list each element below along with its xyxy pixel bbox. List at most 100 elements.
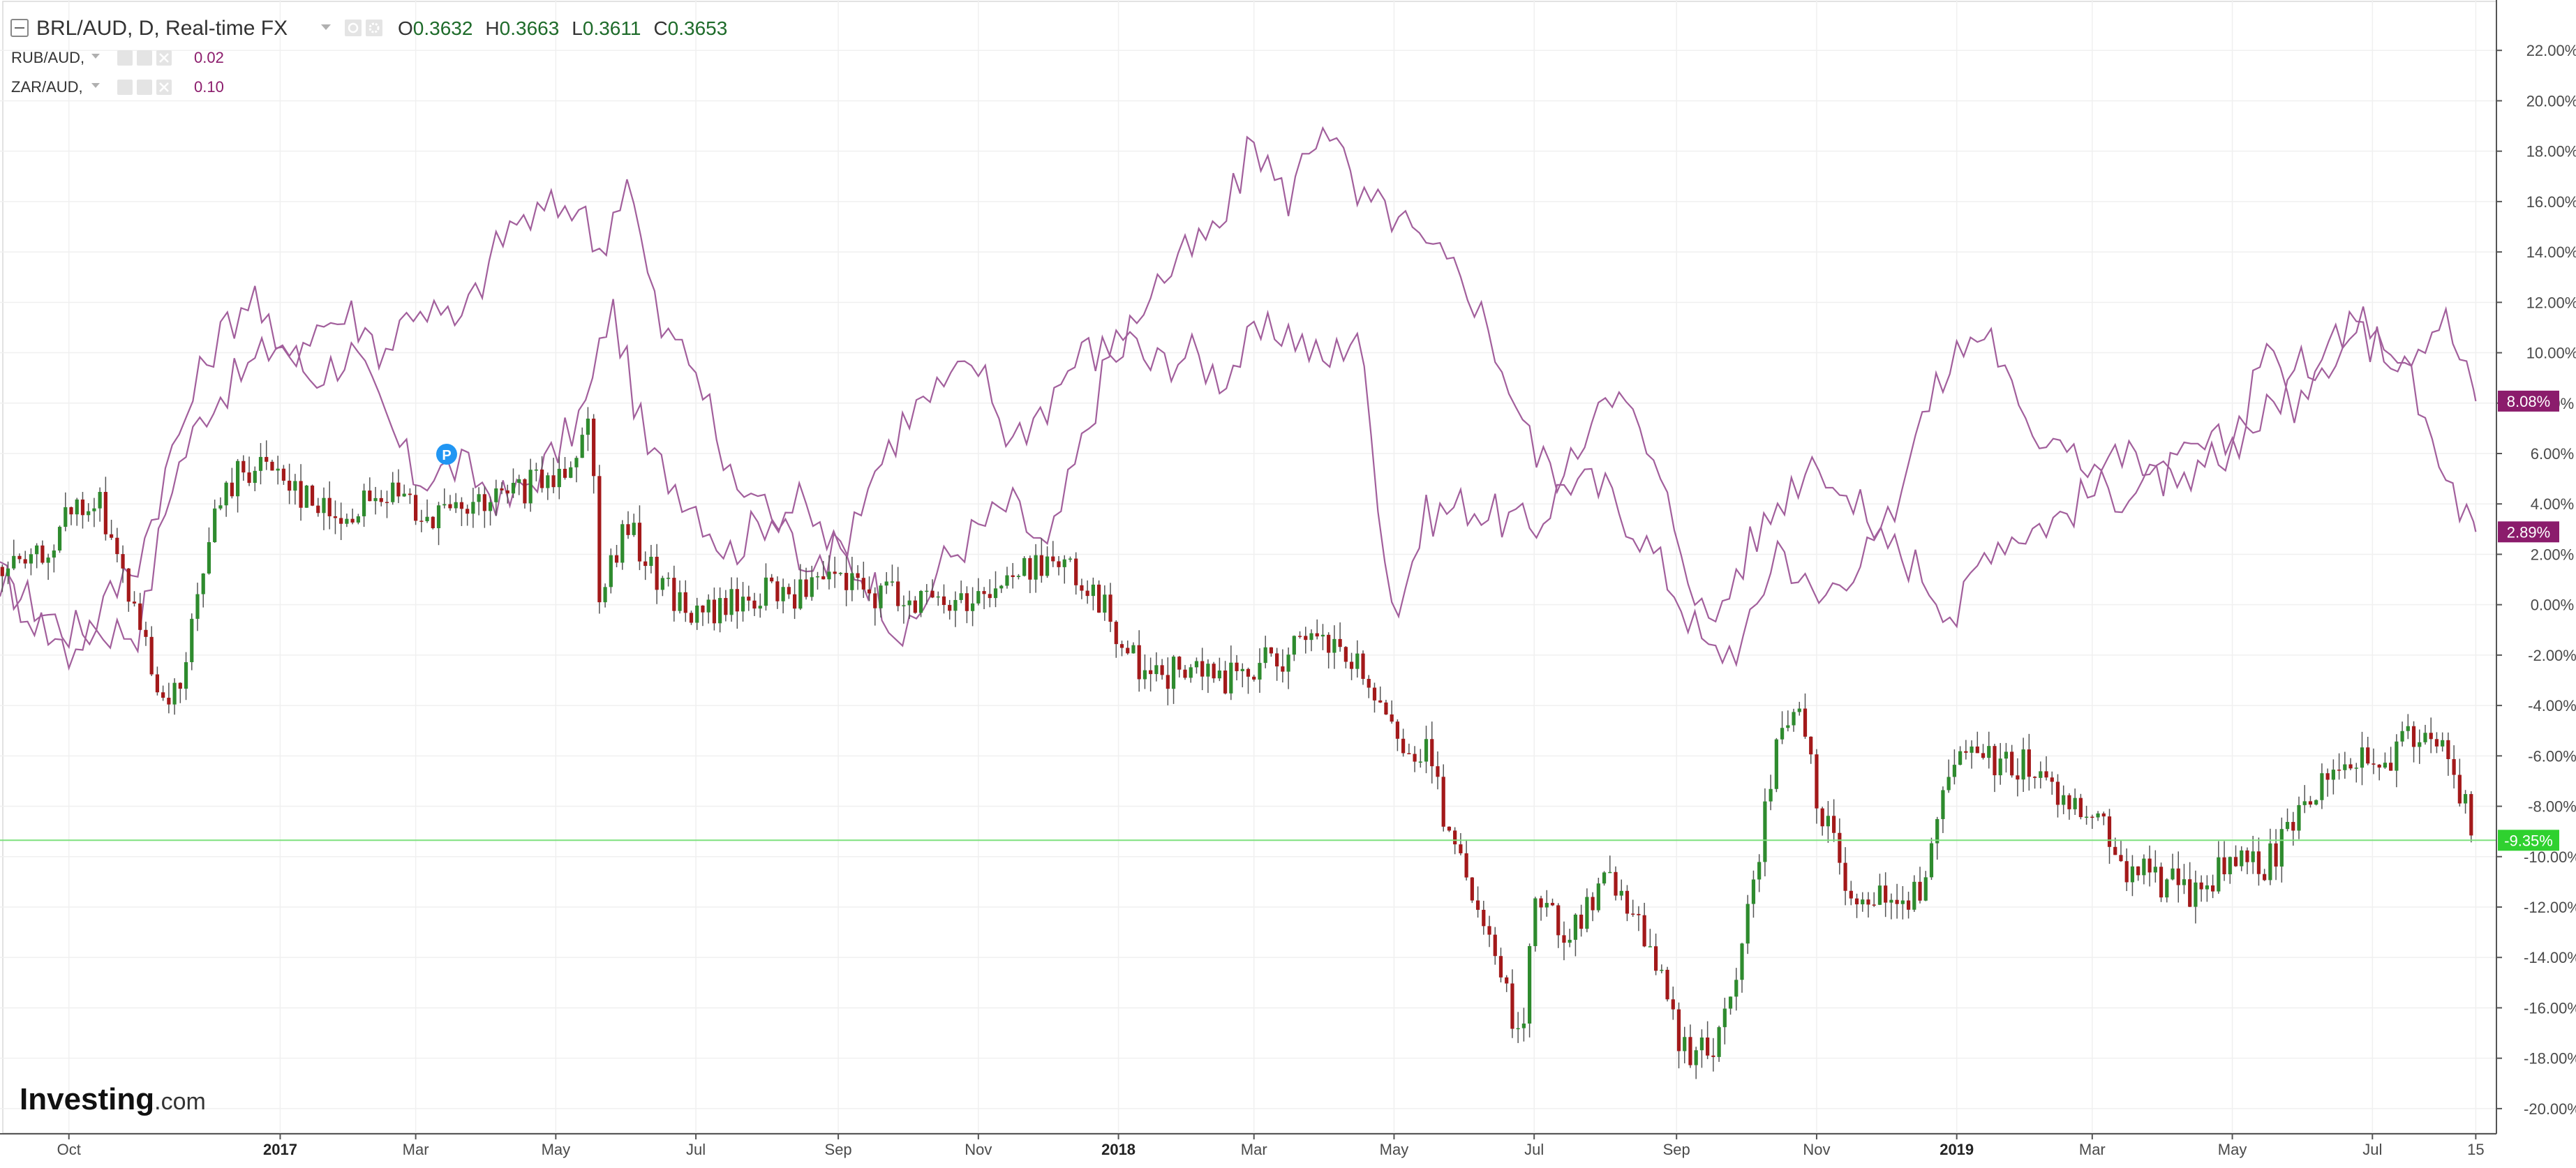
candle [867,576,872,601]
candle-body [1016,576,1021,577]
candle [500,482,504,495]
candle-body [2343,764,2347,770]
candle-body [2021,749,2025,780]
candle [494,479,498,516]
candle-body [632,523,636,535]
candle-body [2016,775,2020,780]
legend-main-row[interactable]: BRL/AUD, D, Real-time FX O0.3632 H0.3663 L… [10,17,727,40]
y-tick-label: 16.00% [2526,193,2576,211]
visibility-icon[interactable] [117,50,133,66]
candle-body [2360,747,2365,768]
candle-body [609,555,613,587]
settings-icon[interactable] [137,50,152,66]
candle [75,497,79,526]
candle-body [1131,645,1136,654]
candle [2199,875,2203,902]
candle-body [29,554,33,564]
candle [1843,847,1847,906]
candle [534,463,538,481]
zar-aud-last-tag [2498,521,2559,543]
legend-zar-symbol[interactable]: ZAR/AUD, [11,78,83,96]
candle [2279,817,2284,883]
candle [2240,846,2244,871]
candle [890,564,895,587]
candle-body [586,418,590,435]
candle [884,571,888,594]
candle [2320,763,2324,809]
candle [1688,1024,1692,1068]
candle-body [781,587,785,601]
legend-compare-row-zar[interactable]: ZAR/AUD, 0.10 [11,78,224,96]
dropdown-caret-icon[interactable] [321,24,331,30]
candle-body [2457,774,2462,804]
event-marker-circle[interactable] [436,444,457,465]
legend-compare-row-rub[interactable]: RUB/AUD, 0.02 [11,49,224,66]
candle [1464,839,1468,881]
candle-body [701,605,705,613]
candle-body [172,682,177,705]
candle-body [1694,1050,1698,1065]
candle [988,579,992,608]
candle-body [2039,771,2043,778]
candle [2222,841,2226,881]
candle [632,514,636,537]
candle [155,666,160,696]
legend-rub-value: 0.02 [194,49,224,66]
candle [1820,807,1824,836]
candle-body [2337,770,2342,771]
candle-body [2395,741,2399,771]
y-tick-label: -18.00% [2524,1050,2576,1068]
candle [2073,788,2077,815]
dropdown-caret-icon[interactable] [91,83,100,88]
candle [144,621,148,646]
candle-body [1407,753,1411,754]
legend-rub-symbol[interactable]: RUB/AUD, [11,49,84,66]
candle [1217,657,1221,682]
event-marker[interactable]: P [436,444,457,465]
candle-body [1671,999,1675,1010]
candle-body [1119,644,1124,648]
candle [241,455,246,481]
visibility-icon[interactable] [345,20,362,36]
candle-body [1103,594,1107,613]
candle-body [1424,739,1429,762]
x-tick-label: Nov [965,1141,992,1158]
y-axis[interactable]: 22.00% 20.00% 18.00% 16.00% 14.00% 12.00% 10.0… [2496,42,2576,1118]
candle-body [1521,1023,1526,1028]
candle-body [1320,634,1325,637]
candle-body [1884,885,1888,903]
candle-body [1505,977,1509,984]
candle [1987,731,1991,769]
candle [1521,1008,1526,1042]
x-axis[interactable]: Oct 2017 Mar May Jul Sep Nov 2018 Mar May Jul Sep No… [57,1134,2485,1158]
candle-body [569,467,573,478]
candle [701,605,705,627]
candle-body [265,456,269,462]
candle [2469,791,2473,843]
legend-main-symbol[interactable]: BRL/AUD, D, Real-time FX [36,17,288,40]
visibility-icon[interactable] [117,80,133,95]
candle [873,587,877,626]
candle [2268,828,2272,885]
candle [1596,877,1600,913]
candle-body [46,557,50,563]
candle [1699,1029,1704,1068]
candle [1275,647,1279,681]
dropdown-caret-icon[interactable] [91,54,100,59]
settings-icon[interactable] [366,20,382,36]
candle [1177,656,1182,677]
candle [1304,627,1308,654]
candle-body [1292,636,1296,655]
candle-body [2469,794,2473,836]
candle-body [1516,1028,1520,1030]
candle [396,469,401,504]
candle [2188,862,2192,908]
candle-body [752,600,757,609]
candle-body [310,485,315,506]
candle [1286,647,1290,689]
candle-body [1281,666,1285,672]
candle [1544,890,1549,917]
settings-icon[interactable] [137,80,152,95]
candle [1418,749,1422,768]
candle [948,599,952,620]
